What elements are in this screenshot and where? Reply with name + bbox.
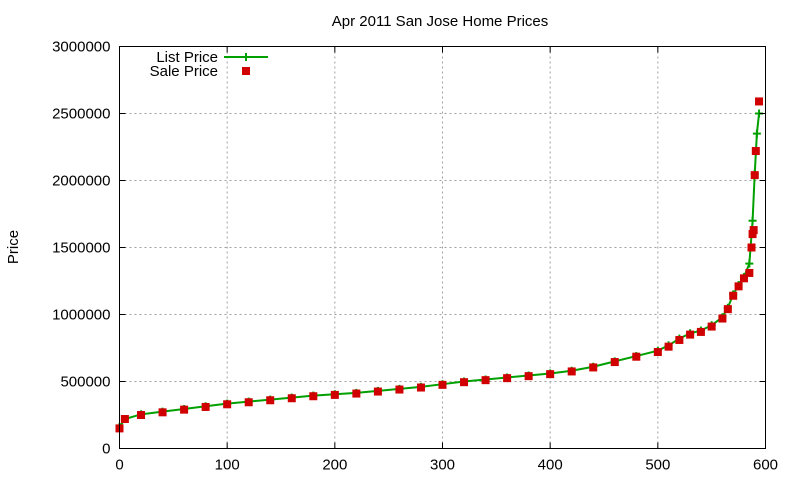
sale-price-point <box>734 282 743 291</box>
y-tick-label: 2000000 <box>52 173 110 190</box>
sale-price-point <box>696 327 705 336</box>
x-tick-label: 500 <box>645 457 670 474</box>
sale-price-point <box>610 358 619 367</box>
y-tick-label: 500000 <box>60 374 110 391</box>
sale-price-point <box>373 387 382 396</box>
sale-price-point <box>137 411 146 419</box>
sale-price-point <box>729 291 738 300</box>
sale-price-point <box>748 230 757 239</box>
sale-price-point <box>244 398 253 407</box>
sale-price-point <box>120 415 129 424</box>
chart-title: Apr 2011 San Jose Home Prices <box>332 13 549 30</box>
sale-price-point <box>749 226 758 235</box>
x-tick-label: 400 <box>538 457 563 474</box>
sale-price-point <box>158 408 167 417</box>
sale-price-point <box>330 390 339 399</box>
y-tick-label: 1500000 <box>52 240 110 257</box>
sale-price-point <box>416 383 425 392</box>
sale-price-point <box>524 372 533 381</box>
legend-symbol-list-price <box>224 53 268 61</box>
sale-price-point <box>707 322 716 331</box>
sale-price-point <box>567 367 576 376</box>
sale-price-point <box>739 274 748 283</box>
sale-price-point <box>546 370 555 379</box>
y-tick-label: 2500000 <box>52 106 110 123</box>
legend-plus <box>242 53 250 61</box>
sale-price-point <box>201 402 210 411</box>
sale-price-point <box>745 268 754 277</box>
sale-price-point <box>750 171 759 180</box>
legend-label-list-price: List Price <box>156 49 218 66</box>
sale-price-point <box>755 97 764 106</box>
legend-symbol-sale-price <box>242 67 250 75</box>
sale-price-point <box>723 305 732 314</box>
legend: List Price Sale Price <box>150 49 268 80</box>
sale-price-point <box>503 374 512 383</box>
x-tick-label: 0 <box>115 457 123 474</box>
legend-square <box>242 67 250 75</box>
sale-price-point <box>664 342 673 351</box>
y-tick-label: 0 <box>102 441 110 458</box>
list-price-point <box>748 216 757 225</box>
y-tick-label: 1000000 <box>52 307 110 324</box>
y-axis-label: Price <box>5 230 22 264</box>
x-tick-label: 300 <box>430 457 455 474</box>
sale-price-point <box>180 405 189 414</box>
sale-price-point <box>352 389 361 398</box>
sale-price-point <box>747 243 756 252</box>
x-tick-label: 100 <box>215 457 240 474</box>
list-price-point <box>752 129 761 138</box>
sale-price-point <box>751 147 760 156</box>
sale-price-point <box>266 396 275 405</box>
sale-price-point <box>395 385 404 394</box>
sale-price-point <box>589 363 598 372</box>
sale-price-point <box>287 394 296 403</box>
sale-price-point <box>481 376 490 385</box>
sale-price-point <box>223 400 232 409</box>
list-price-line <box>118 113 761 428</box>
axis-ticks: 0 100 200 300 400 500 600 0 500000 1000000 1500000… <box>52 39 778 474</box>
sale-price-point <box>632 352 641 361</box>
sale-price-point <box>675 335 684 344</box>
sale-price-point <box>460 378 469 387</box>
x-tick-label: 600 <box>753 457 778 474</box>
legend-label-sale-price: Sale Price <box>150 63 218 80</box>
list-price-point <box>745 259 754 268</box>
sale-price-point <box>309 392 318 401</box>
x-tick-label: 200 <box>322 457 347 474</box>
grid-lines <box>119 46 766 449</box>
sale-price-point <box>438 380 447 389</box>
sale-price-point <box>653 348 662 357</box>
y-tick-label: 3000000 <box>52 39 110 56</box>
sale-price-point <box>718 314 727 323</box>
sale-price-point <box>686 330 695 339</box>
series-layer <box>115 97 764 433</box>
